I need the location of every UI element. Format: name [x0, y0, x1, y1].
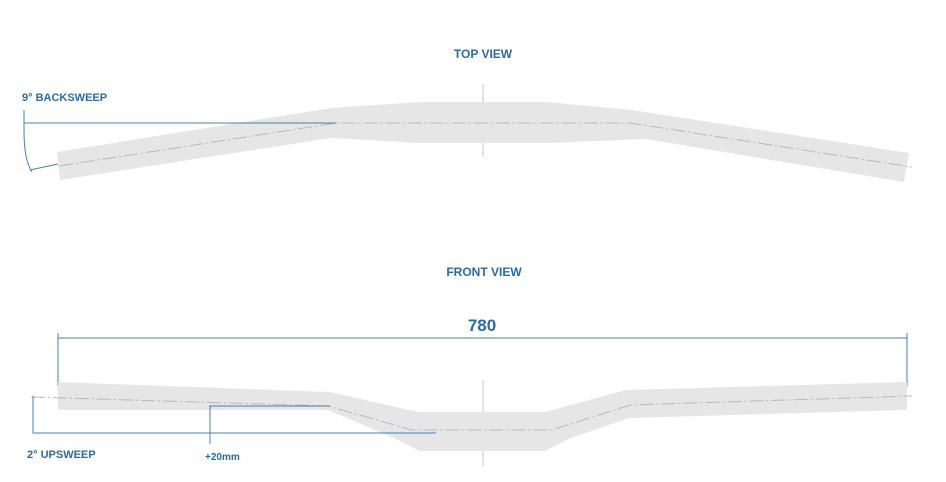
top-view-title: TOP VIEW [454, 47, 513, 61]
backsweep-angle-arc [23, 130, 33, 173]
rise-label: +20mm [205, 452, 240, 463]
front-view-title: FRONT VIEW [446, 265, 522, 279]
front-view-handlebar-shape [58, 382, 907, 451]
top-view-handlebar-shape [57, 102, 909, 182]
front-view: FRONT VIEW 780 2° UPSWEEP +20mm [27, 265, 913, 466]
width-dimension-label: 780 [468, 316, 496, 335]
top-view: TOP VIEW 9° BACKSWEEP [22, 47, 913, 182]
upsweep-label: 2° UPSWEEP [27, 449, 96, 461]
backsweep-label: 9° BACKSWEEP [22, 92, 107, 104]
backsweep-angle-leg [29, 163, 59, 171]
top-view-centerline [58, 122, 913, 168]
front-view-centerline [30, 395, 913, 431]
